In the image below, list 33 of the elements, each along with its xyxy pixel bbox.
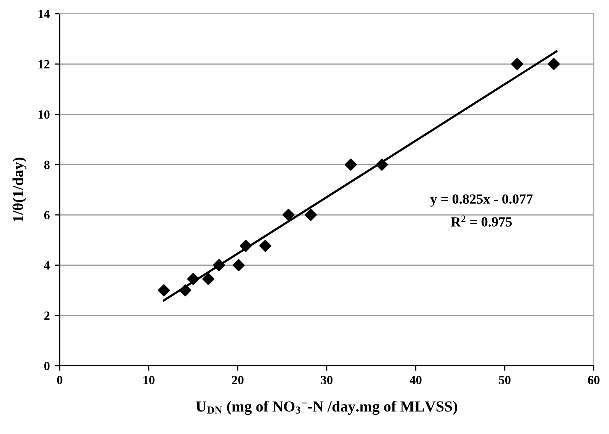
point bbox=[213, 259, 226, 272]
x-tick-label: 60 bbox=[588, 376, 600, 385]
point bbox=[187, 273, 200, 286]
y-tick-label: 12 bbox=[38, 60, 50, 69]
annotation: y = 0.825x - 0.077 bbox=[430, 194, 533, 207]
y-tick-label: 4 bbox=[44, 262, 50, 270]
x-tick-label: 10 bbox=[144, 376, 155, 385]
point bbox=[179, 284, 192, 297]
y-tick-label: 8 bbox=[44, 160, 50, 170]
point bbox=[260, 240, 272, 252]
point bbox=[282, 209, 295, 222]
point bbox=[548, 58, 560, 70]
x-tick-label: 20 bbox=[232, 376, 244, 385]
point bbox=[240, 240, 252, 252]
y-tick-label: 0 bbox=[44, 362, 50, 370]
point bbox=[304, 209, 318, 222]
y-tick-label: 2 bbox=[44, 312, 50, 320]
y-tick-label: 10 bbox=[38, 110, 50, 120]
point bbox=[158, 284, 170, 297]
point bbox=[344, 158, 358, 171]
point bbox=[511, 58, 524, 70]
y-tick-label: 6 bbox=[44, 211, 50, 220]
x-axis-title: U$_{DN}$ (mg of NO$_{3}$$^{−}$-N /day.mg of MLVSS) bbox=[196, 400, 458, 416]
x-tick-label: 30 bbox=[321, 376, 333, 385]
annotation: R$^{2}$ = 0.975 bbox=[451, 216, 512, 227]
point bbox=[376, 158, 388, 171]
point bbox=[202, 273, 215, 286]
x-tick-label: 0 bbox=[57, 376, 63, 385]
x-tick-label: 40 bbox=[410, 376, 422, 385]
point bbox=[232, 259, 245, 272]
y-axis-title: 1/θ(1/day) bbox=[12, 158, 27, 222]
x-tick-label: 50 bbox=[499, 376, 511, 385]
y-tick-label: 14 bbox=[38, 10, 50, 18]
